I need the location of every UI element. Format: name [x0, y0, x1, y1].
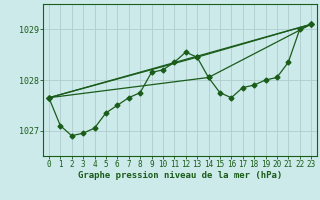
X-axis label: Graphe pression niveau de la mer (hPa): Graphe pression niveau de la mer (hPa)	[78, 171, 282, 180]
